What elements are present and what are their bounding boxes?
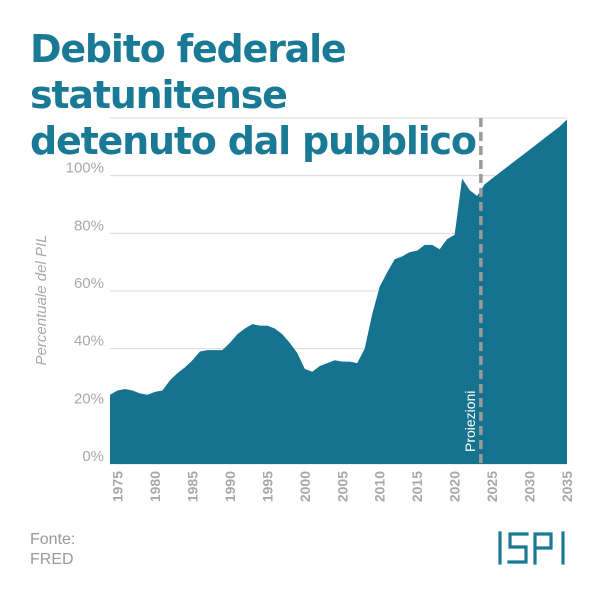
x-tick-label-1985: 1985 xyxy=(184,471,200,502)
x-tick-label-2015: 2015 xyxy=(409,471,425,502)
x-tick-label-1980: 1980 xyxy=(147,471,163,502)
x-tick-label-2020: 2020 xyxy=(447,471,463,502)
x-tick-label-2025: 2025 xyxy=(484,471,500,502)
source-value: FRED xyxy=(30,551,74,568)
x-tick-label-2035: 2035 xyxy=(559,471,575,502)
chart-title-line-2: detenuto dal pubblico xyxy=(30,119,477,163)
chart-title: Debito federale statunitense detenuto da… xyxy=(30,26,590,164)
y-tick-label-1: 20% xyxy=(74,390,104,407)
chart-title-line-1: Debito federale statunitense xyxy=(30,27,347,117)
source-label: Fonte: xyxy=(30,531,76,548)
y-tick-label-3: 60% xyxy=(74,275,104,292)
x-tick-label-2000: 2000 xyxy=(297,471,313,502)
x-tick-label-2010: 2010 xyxy=(372,471,388,502)
ispi-logo xyxy=(498,531,565,565)
x-tick-label-2005: 2005 xyxy=(334,471,350,502)
area-series xyxy=(110,119,567,464)
y-tick-label-4: 80% xyxy=(74,217,104,234)
x-axis-ticks: 1975 1980 1985 1990 1995 2000 2005 2010 2015 2020… xyxy=(109,471,575,502)
debt-area xyxy=(110,119,567,464)
x-tick-label-1995: 1995 xyxy=(259,471,275,502)
y-tick-label-5: 100% xyxy=(66,160,104,177)
y-tick-label-2: 40% xyxy=(74,333,104,350)
y-axis-ticks: 0% 20% 40% 60% 80% 100% xyxy=(66,160,104,465)
x-tick-label-1990: 1990 xyxy=(222,471,238,502)
x-tick-label-1975: 1975 xyxy=(109,471,125,502)
source-note: Fonte: FRED xyxy=(30,530,75,570)
projection-label: Proiezioni xyxy=(462,391,478,452)
y-tick-label-0: 0% xyxy=(82,448,104,465)
y-axis-label: Percentuale del PIL xyxy=(33,235,50,366)
projection-marker: Proiezioni xyxy=(462,118,483,464)
x-tick-label-2030: 2030 xyxy=(522,471,538,502)
